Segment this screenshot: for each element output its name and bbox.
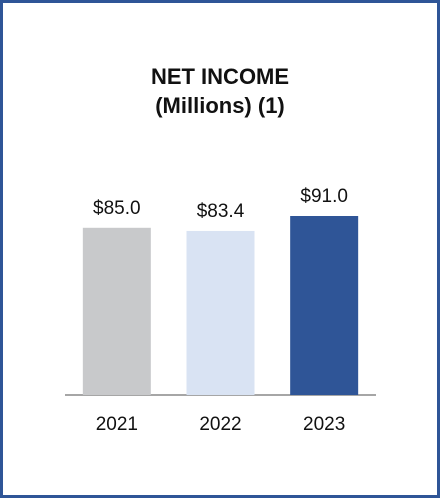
bar — [290, 216, 359, 395]
value-label: $91.0 — [300, 186, 348, 207]
chart-subtitle: (Millions) (1) — [155, 93, 285, 118]
x-tick-label: 2022 — [199, 414, 241, 435]
bar — [186, 230, 255, 395]
bar — [82, 227, 151, 395]
x-tick-label: 2021 — [96, 414, 138, 435]
x-tick-label: 2023 — [303, 414, 345, 435]
value-label: $85.0 — [93, 198, 141, 219]
value-label: $83.4 — [197, 201, 245, 222]
chart-title: NET INCOME — [151, 64, 289, 89]
